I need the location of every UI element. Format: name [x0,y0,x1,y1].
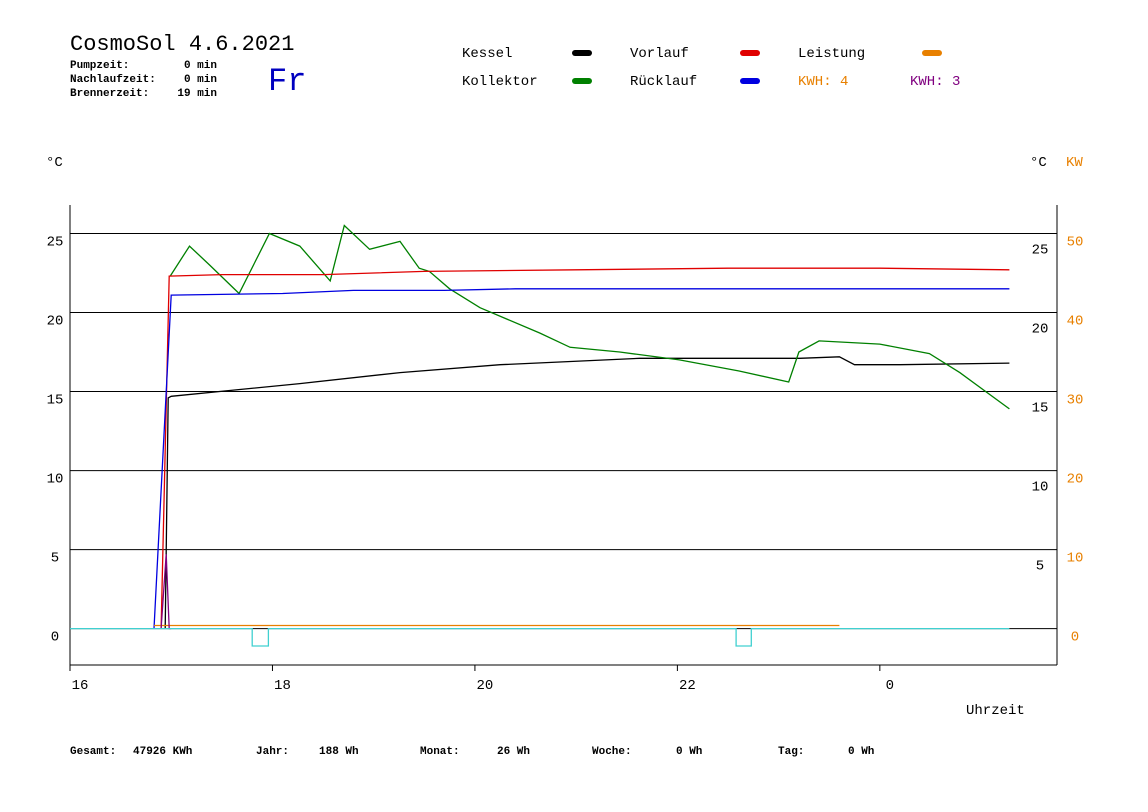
y-right-tick-label: 5 [1036,559,1044,575]
series-line [164,356,1010,629]
y-right-tick-label: 15 [1032,401,1049,417]
series-line [70,627,1010,647]
y2-tick-label: 50 [1067,234,1084,250]
kwh-label: KWH: 3 [910,74,960,90]
info-label: Nachlaufzeit: [70,74,156,86]
y-right-tick-label: 10 [1032,480,1049,496]
y-right-tick-label: 20 [1032,321,1049,337]
legend-label: Kollektor [462,74,538,90]
x-tick-label: 20 [477,678,494,694]
info-value: 0 min [184,60,217,72]
footer-value: 47926 KWh [133,746,192,758]
y-unit: °C [46,155,63,171]
y2-tick-label: 10 [1067,551,1084,567]
x-label: Uhrzeit [966,703,1025,719]
series-line [160,267,1010,629]
footer-label: Woche: [592,746,632,758]
y-tick-label: 5 [51,551,59,567]
series-line [169,224,1010,410]
y-tick-label: 25 [47,234,64,250]
legend-marker [740,78,760,84]
x-tick-label: 18 [274,678,291,694]
y2-unit: KW [1066,155,1083,171]
info-value: 19 min [177,88,217,100]
y2-tick-label: 20 [1067,472,1084,488]
y2-tick-label: 40 [1067,313,1084,329]
legend-marker [740,50,760,56]
y-tick-label: 0 [51,630,59,646]
legend-marker [922,50,942,56]
x-tick-label: 22 [679,678,696,694]
footer-value: 188 Wh [319,746,359,758]
y-tick-label: 10 [47,472,64,488]
info-value: 0 min [184,74,217,86]
legend-marker [572,78,592,84]
footer-value: 0 Wh [676,746,702,758]
footer-value: 26 Wh [497,746,530,758]
series-line [153,288,1010,629]
legend-label: Rücklauf [630,74,697,90]
footer-label: Monat: [420,746,460,758]
x-tick-label: 0 [886,678,894,694]
info-label: Brennerzeit: [70,88,149,100]
x-tick-label: 16 [72,678,89,694]
y2-tick-label: 30 [1067,393,1084,409]
footer-label: Jahr: [256,746,289,758]
footer-value: 0 Wh [848,746,874,758]
kwh-label: KWH: 4 [798,74,848,90]
y-right-tick-label: 25 [1032,242,1049,258]
title: CosmoSol 4.6.2021 [70,32,294,57]
legend-label: Leistung [798,46,865,62]
y2-unit-c: °C [1030,155,1047,171]
legend-marker [572,50,592,56]
legend-label: Vorlauf [630,46,689,62]
day: Fr [268,63,306,100]
y2-tick-label: 0 [1071,630,1079,646]
footer-label: Tag: [778,746,804,758]
y-tick-label: 15 [47,393,64,409]
y-tick-label: 20 [47,313,64,329]
footer-label: Gesamt: [70,746,116,758]
info-label: Pumpzeit: [70,60,129,72]
legend-label: Kessel [462,46,512,62]
